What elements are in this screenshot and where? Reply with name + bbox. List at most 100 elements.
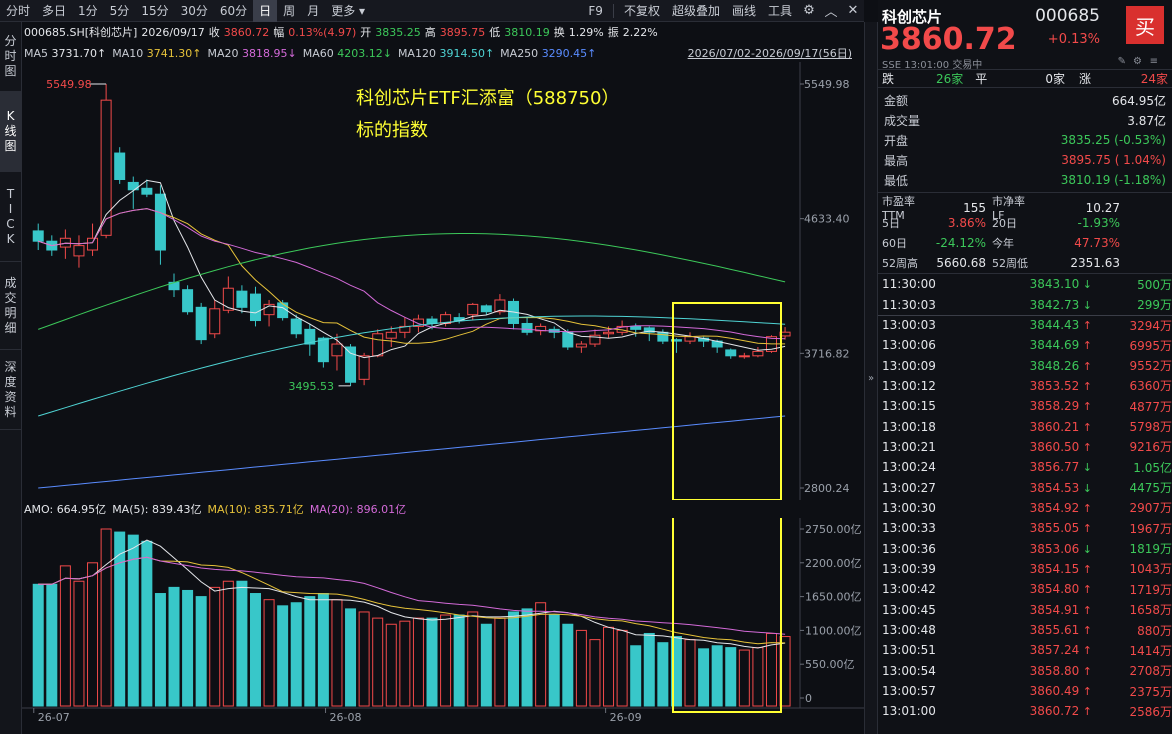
candle-body (277, 302, 289, 319)
toolbar-item-4[interactable]: 工具 (767, 3, 792, 18)
trade-price-cell: 3855.61 ↑ (982, 623, 1092, 637)
trade-price-cell: 3860.21 ↑ (982, 420, 1092, 434)
candle-body (263, 303, 275, 316)
pin-icon[interactable]: ✎ (1117, 56, 1126, 67)
sidebar-tab-4[interactable]: 深度资料 (0, 350, 21, 430)
sidebar-tab-char: 料 (4, 404, 17, 419)
trade-volume: 4877万 (1129, 399, 1172, 414)
trade-time: 13:00:39 (882, 561, 936, 576)
stat2-val1: 5660.68 (936, 256, 986, 270)
volume-bar (331, 599, 343, 707)
highlight-box-bottom (672, 518, 782, 713)
up-icon[interactable]: ︿ (824, 5, 838, 20)
trade-row: 13:00:42 3854.80 ↑ 1719万 (878, 579, 1172, 599)
volume-chart[interactable]: 2750.00亿 2200.00亿 1650.00亿 1100.00亿 550.00亿 0… (22, 518, 864, 734)
trade-price-cell: 3854.91 ↑ (982, 603, 1092, 617)
volume-bar (603, 626, 615, 707)
toolbar-item-0[interactable]: F9 (588, 3, 603, 18)
quote-stats-2: 市盈率TTM 155 市净率LF 10.27 5日 3.86% 20日 -1.93% 60日 -2… (878, 193, 1172, 274)
toolbar-item-3[interactable]: 画线 (731, 3, 756, 18)
trade-row: 11:30:03 3842.73 ↓ 299万 (878, 294, 1172, 314)
settings-icon[interactable]: ⚙ (1133, 56, 1142, 67)
trade-price: 3844.43 (1029, 318, 1080, 333)
volume-bar (616, 629, 628, 707)
period-tab-6[interactable]: 60分 (219, 3, 248, 18)
trade-row: 13:00:33 3855.05 ↑ 1967万 (878, 518, 1172, 538)
sidebar-tab-0[interactable]: 分时图 (0, 22, 21, 92)
trade-volume: 1043万 (1129, 562, 1172, 577)
volume-tick-label: 550.00亿 (805, 658, 855, 671)
toolbar-item-2[interactable]: 超级叠加 (671, 3, 720, 18)
candle-body (738, 355, 750, 358)
vol-legend-item: MA(20): 896.01亿 (310, 501, 406, 517)
volume-bar (562, 623, 574, 707)
period-tab-3[interactable]: 5分 (109, 3, 130, 18)
gear-icon[interactable]: ⚙ (803, 3, 815, 18)
period-tab-9[interactable]: 月 (307, 3, 320, 18)
trade-time: 13:00:57 (882, 684, 936, 699)
trade-volume: 6360万 (1129, 379, 1172, 394)
adv-flat-count: 0家 (1045, 72, 1065, 86)
volume-bar (154, 593, 166, 707)
quote-stats: 金额 664.95亿 成交量 3.87亿 开盘 3835.25 (-0.53%) 最高 389… (878, 88, 1172, 193)
toolbar-item-1[interactable]: 不复权 (623, 3, 660, 18)
close-icon[interactable]: ✕ (847, 3, 859, 18)
period-tab-7[interactable]: 日 (253, 0, 278, 22)
trade-volume: 2907万 (1129, 501, 1172, 516)
volume-bar (575, 629, 587, 707)
volume-bar (399, 620, 411, 707)
kline-chart[interactable]: 5549.98 4633.40 3716.82 2800.24 5549.98 3495.… (22, 62, 864, 500)
trade-price: 3854.91 (1029, 602, 1080, 617)
volume-bar (141, 540, 153, 707)
vol-ma-name: MA(10): (207, 503, 255, 516)
ma-value: 3290.45↑ (541, 46, 597, 60)
vol-ma-value: 835.71亿 (254, 503, 304, 516)
period-tab-2[interactable]: 1分 (78, 3, 98, 18)
x-tick-label: 26-09 (610, 711, 642, 724)
price-tick-label: 5549.98 (804, 78, 850, 91)
quote-header: 科创芯片 000685 3860.72 +0.13% 买 SSE 13:01:0… (878, 0, 1172, 71)
collapse-panel-button[interactable]: » (864, 22, 878, 734)
quote-time: 13:01:00 (904, 60, 950, 71)
period-tab-8[interactable]: 周 (283, 3, 296, 18)
trade-price: 3856.77 (1029, 460, 1080, 475)
adv-up-label: 涨 (1078, 72, 1091, 86)
trade-status: 交易中 (952, 60, 983, 71)
volume-bar (290, 602, 302, 707)
kline-bg (22, 62, 864, 500)
period-tab-10[interactable]: 更多 ▾ (331, 3, 366, 18)
volume-bar (480, 623, 492, 707)
period-tab-1[interactable]: 多日 (42, 3, 67, 18)
ma-legend-item: MA5 3731.70↑ (24, 47, 106, 60)
trade-price-cell: 3844.43 ↑ (982, 318, 1092, 332)
period-tab-0[interactable]: 分时 (6, 3, 31, 18)
trade-price: 3857.24 (1029, 643, 1080, 658)
more-icon[interactable]: ≡ (1149, 56, 1158, 67)
period-tab-4[interactable]: 15分 (141, 3, 169, 18)
trade-volume: 9552万 (1129, 359, 1172, 374)
price-tick-label: 4633.40 (804, 213, 850, 226)
volume-tick-label: 0 (805, 692, 812, 705)
period-tab-5[interactable]: 30分 (180, 3, 208, 18)
ma-name: MA5 (24, 46, 52, 60)
candle-body (236, 290, 248, 308)
candle-body (345, 346, 357, 383)
sidebar-tab-3[interactable]: 成交明细 (0, 262, 21, 350)
candle-body (643, 327, 655, 333)
stat2-key2: 市净率LF (992, 195, 1025, 222)
trade-volume: 1719万 (1129, 582, 1172, 597)
ma60-line (38, 233, 786, 330)
adv-flat-label: 平 (975, 72, 988, 86)
candle-body (222, 287, 234, 311)
trade-price: 3854.92 (1029, 500, 1080, 515)
date-range[interactable]: 2026/07/02-2026/09/17(56日) (687, 47, 852, 60)
buy-button[interactable]: 买 (1126, 6, 1164, 44)
trade-price: 3844.69 (1029, 338, 1080, 353)
volume-bar (222, 580, 234, 707)
sidebar-tab-char: K (6, 231, 15, 246)
trade-time: 13:00:27 (882, 480, 936, 495)
trade-time: 13:00:42 (882, 582, 936, 597)
stat-value: 3895.75 ( 1.04%) (1061, 153, 1166, 167)
